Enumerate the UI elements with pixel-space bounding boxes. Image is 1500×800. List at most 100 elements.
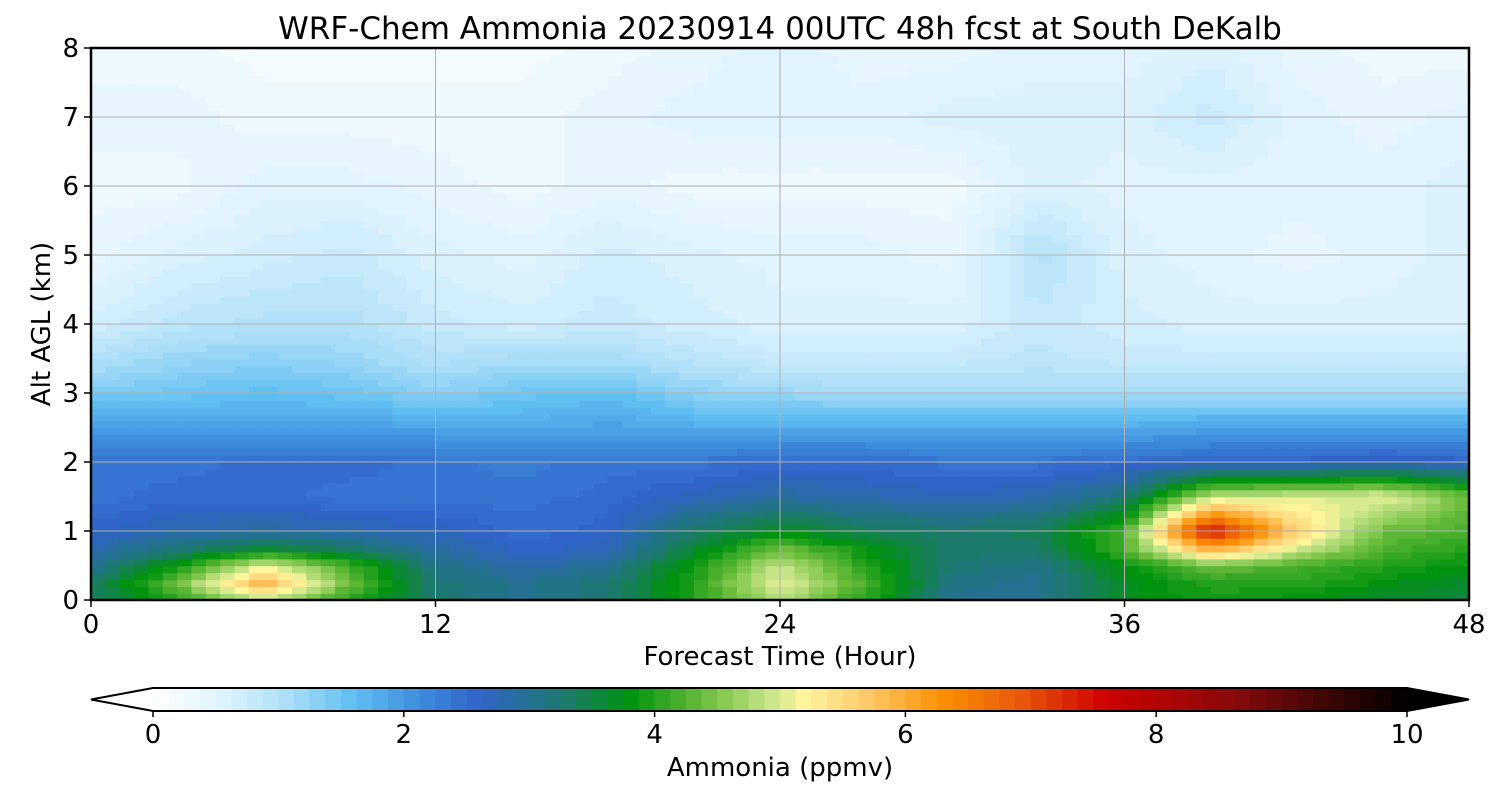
heatmap-cell (880, 434, 896, 443)
heatmap-cell (291, 482, 308, 491)
heatmap-cell (722, 586, 738, 594)
heatmap-cell (823, 110, 839, 118)
heatmap-cell (162, 593, 178, 600)
heatmap-cell (607, 123, 623, 132)
heatmap-cell (923, 434, 939, 443)
heatmap-cell (650, 268, 666, 277)
heatmap-cell (693, 89, 710, 98)
heatmap-cell (478, 117, 494, 125)
heatmap-cell (277, 337, 293, 346)
heatmap-cell (435, 537, 451, 546)
heatmap-cell (665, 510, 681, 518)
heatmap-cell (378, 172, 394, 180)
heatmap-cell (736, 144, 753, 153)
heatmap-cell (736, 427, 753, 436)
heatmap-cell (191, 48, 207, 56)
heatmap-cell (492, 158, 509, 167)
heatmap-cell (550, 151, 566, 160)
heatmap-cell (220, 54, 236, 63)
heatmap-cell (335, 372, 351, 380)
heatmap-cell (851, 503, 867, 512)
heatmap-cell (148, 468, 164, 477)
heatmap-cell (937, 158, 954, 167)
heatmap-cell (952, 137, 968, 146)
heatmap-cell (119, 75, 135, 84)
heatmap-cell (708, 544, 724, 553)
heatmap-cell (665, 337, 681, 346)
heatmap-cell (191, 524, 207, 532)
heatmap-cell (535, 372, 552, 380)
heatmap-cell (478, 544, 494, 553)
heatmap-cell (492, 248, 509, 256)
heatmap-cell (607, 337, 623, 346)
heatmap-cell (263, 289, 279, 298)
heatmap-cell (134, 220, 150, 229)
heatmap-cell (679, 268, 695, 277)
heatmap-cell (593, 227, 609, 236)
heatmap-cell (162, 462, 178, 470)
heatmap-cell (665, 103, 681, 111)
heatmap-cell (421, 489, 437, 498)
heatmap-cell (392, 517, 408, 525)
heatmap-cell (923, 130, 939, 139)
heatmap-cell (579, 524, 595, 532)
heatmap-cell (765, 123, 781, 132)
heatmap-cell (751, 75, 767, 84)
heatmap-cell (708, 103, 724, 111)
heatmap-cell (808, 310, 824, 318)
heatmap-cell (937, 248, 954, 256)
heatmap-cell (880, 586, 896, 594)
heatmap-cell (478, 503, 494, 512)
heatmap-cell (378, 137, 394, 146)
heatmap-cell (923, 186, 939, 194)
heatmap-cell (650, 130, 666, 139)
heatmap-cell (277, 206, 293, 215)
heatmap-cell (880, 213, 896, 222)
heatmap-cell (636, 393, 652, 401)
heatmap-cell (765, 268, 781, 277)
heatmap-cell (263, 172, 279, 180)
heatmap-cell (349, 337, 365, 346)
heatmap-cell (349, 303, 365, 311)
heatmap-cell (952, 151, 968, 160)
heatmap-cell (679, 593, 695, 600)
heatmap-cell (535, 482, 552, 491)
heatmap-cell (751, 496, 767, 505)
heatmap-cell (248, 468, 265, 477)
heatmap-cell (177, 524, 193, 532)
heatmap-cell (923, 144, 939, 153)
heatmap-cell (765, 186, 781, 194)
heatmap-cell (335, 462, 351, 470)
heatmap-cell (291, 61, 308, 70)
heatmap-cell (952, 489, 968, 498)
heatmap-cell (564, 75, 580, 84)
heatmap-cell (105, 172, 121, 180)
heatmap-cell (406, 337, 422, 346)
heatmap-cell (851, 413, 867, 422)
heatmap-cell (622, 558, 638, 567)
heatmap-cell (162, 496, 178, 505)
heatmap-cell (966, 510, 982, 518)
heatmap-cell (277, 565, 293, 574)
heatmap-cell (406, 220, 422, 229)
heatmap-cell (823, 475, 839, 484)
heatmap-cell (966, 482, 982, 491)
heatmap-cell (277, 289, 293, 298)
heatmap-cell (923, 117, 939, 125)
heatmap-cell (665, 192, 681, 201)
heatmap-cell (794, 234, 810, 242)
heatmap-cell (980, 517, 997, 525)
heatmap-cell (234, 544, 250, 553)
heatmap-cell (780, 123, 796, 132)
heatmap-cell (134, 151, 150, 160)
heatmap-cell (449, 179, 465, 187)
heatmap-cell (535, 344, 552, 353)
heatmap-cell (521, 351, 537, 360)
heatmap-cell (751, 379, 767, 387)
heatmap-cell (650, 151, 666, 160)
heatmap-cell (220, 227, 236, 236)
heatmap-cell (492, 537, 509, 546)
heatmap-cell (521, 324, 537, 332)
heatmap-cell (464, 241, 480, 249)
heatmap-cell (851, 572, 867, 581)
